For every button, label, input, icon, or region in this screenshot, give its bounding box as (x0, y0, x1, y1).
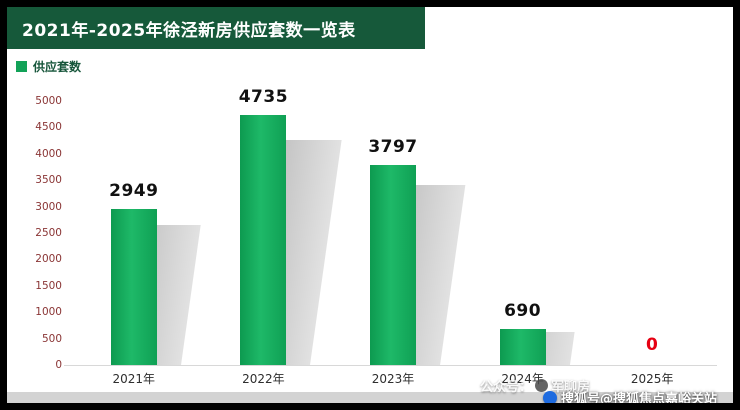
bar-slot: 4735 2022年 (199, 87, 343, 386)
x-axis-label: 2021年 (112, 372, 156, 386)
y-axis-tick-label: 1500 (35, 279, 62, 292)
watermark-sohu-text: 搜狐号@搜狐焦点嘉峪关站 (561, 392, 718, 407)
y-axis-tick-label: 4500 (35, 121, 62, 134)
y-axis-tick-label: 1000 (35, 306, 62, 319)
bar-slot: 2949 2021年 (69, 101, 201, 386)
bar-2022 (240, 115, 287, 365)
y-axis-tick-label: 2500 (35, 227, 62, 239)
watermark-sohu: 搜狐号@搜狐焦点嘉峪关站 (543, 388, 718, 407)
legend-swatch-icon (16, 61, 27, 72)
bar-chart: 0 500 1000 1500 2000 2500 3000 3500 4000 4500 5000… (35, 87, 717, 386)
bar-2024 (499, 328, 546, 365)
x-axis-label: 2022年 (242, 372, 285, 386)
sohu-logo-icon (543, 390, 557, 403)
bar-value-label: 3797 (368, 136, 418, 157)
page-title: 2021年-2025年徐泾新房供应套数一览表 (22, 20, 356, 41)
x-axis-label: 2025年 (630, 372, 674, 386)
y-axis-tick-label: 500 (41, 332, 62, 345)
x-axis-line (64, 365, 717, 366)
y-axis-tick-label: 2000 (35, 253, 62, 266)
watermark-center-suffix: 军聊房 (551, 380, 591, 395)
y-axis-tick-label: 3000 (35, 200, 62, 213)
y-axis-tick-label: 4000 (35, 147, 62, 160)
bar-value-label: 2949 (109, 181, 159, 202)
bar-value-label: 4735 (238, 87, 289, 107)
x-axis-label: 2023年 (371, 372, 415, 386)
legend-label: 供应套数 (33, 60, 82, 74)
bar-slot: 690 2024年 (458, 101, 588, 386)
bottom-band (7, 392, 733, 403)
bar-slot: 3797 2023年 (328, 101, 466, 386)
bar-2023 (369, 164, 416, 365)
watermark-center-prefix: 公众号： (480, 380, 533, 395)
y-axis-tick-label: 3500 (35, 174, 62, 187)
bar-slot: 0 2025年 (587, 101, 717, 386)
bar-2021 (110, 209, 157, 365)
watermark-center: 公众号： 军聊房 (480, 376, 590, 395)
legend: 供应套数 (16, 58, 81, 75)
chart-title-bar: 2021年-2025年徐泾新房供应套数一览表 (7, 7, 425, 49)
wechat-account-logo-icon (535, 379, 549, 392)
y-axis-tick-label: 0 (55, 359, 62, 371)
y-axis-tick-label: 5000 (35, 95, 62, 107)
bar-value-label: 0 (646, 335, 659, 355)
x-axis-label: 2024年 (501, 372, 544, 386)
bar-value-label: 690 (504, 300, 542, 321)
